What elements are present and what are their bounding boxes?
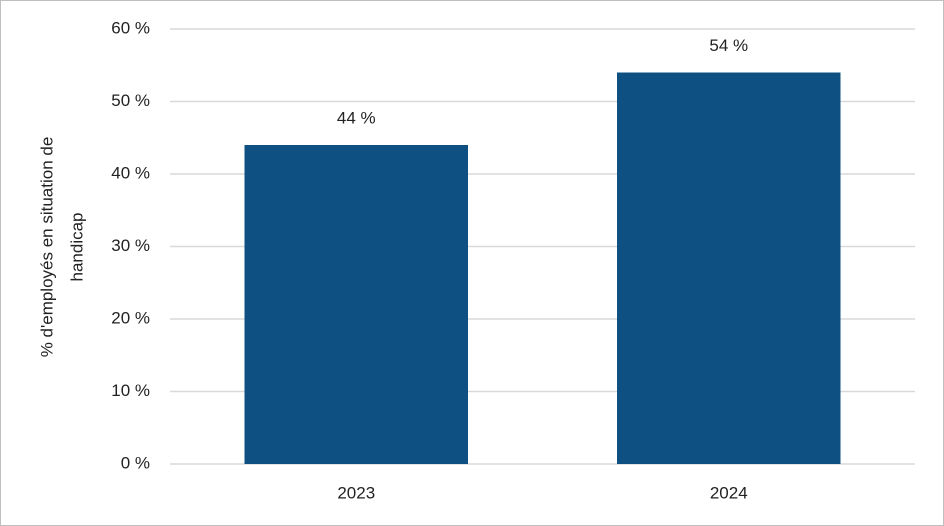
bar [617,72,841,464]
y-tick-label: 50 % [111,91,150,110]
data-label: 54 % [709,36,748,55]
y-axis-label-line: % d'employés en situation de [37,137,56,358]
y-tick-label: 0 % [121,453,150,472]
data-label: 44 % [337,108,376,127]
y-tick-label: 60 % [111,18,150,37]
y-tick-label: 10 % [111,381,150,400]
y-axis-label: % d'employés en situation de handicap [37,137,86,358]
y-axis-label-line: handicap [67,212,86,281]
y-tick-label: 20 % [111,308,150,327]
y-tick-label: 30 % [111,236,150,255]
x-tick-label: 2024 [710,483,748,502]
y-tick-label: 40 % [111,163,150,182]
x-tick-label: 2023 [337,483,375,502]
bar [244,145,468,464]
